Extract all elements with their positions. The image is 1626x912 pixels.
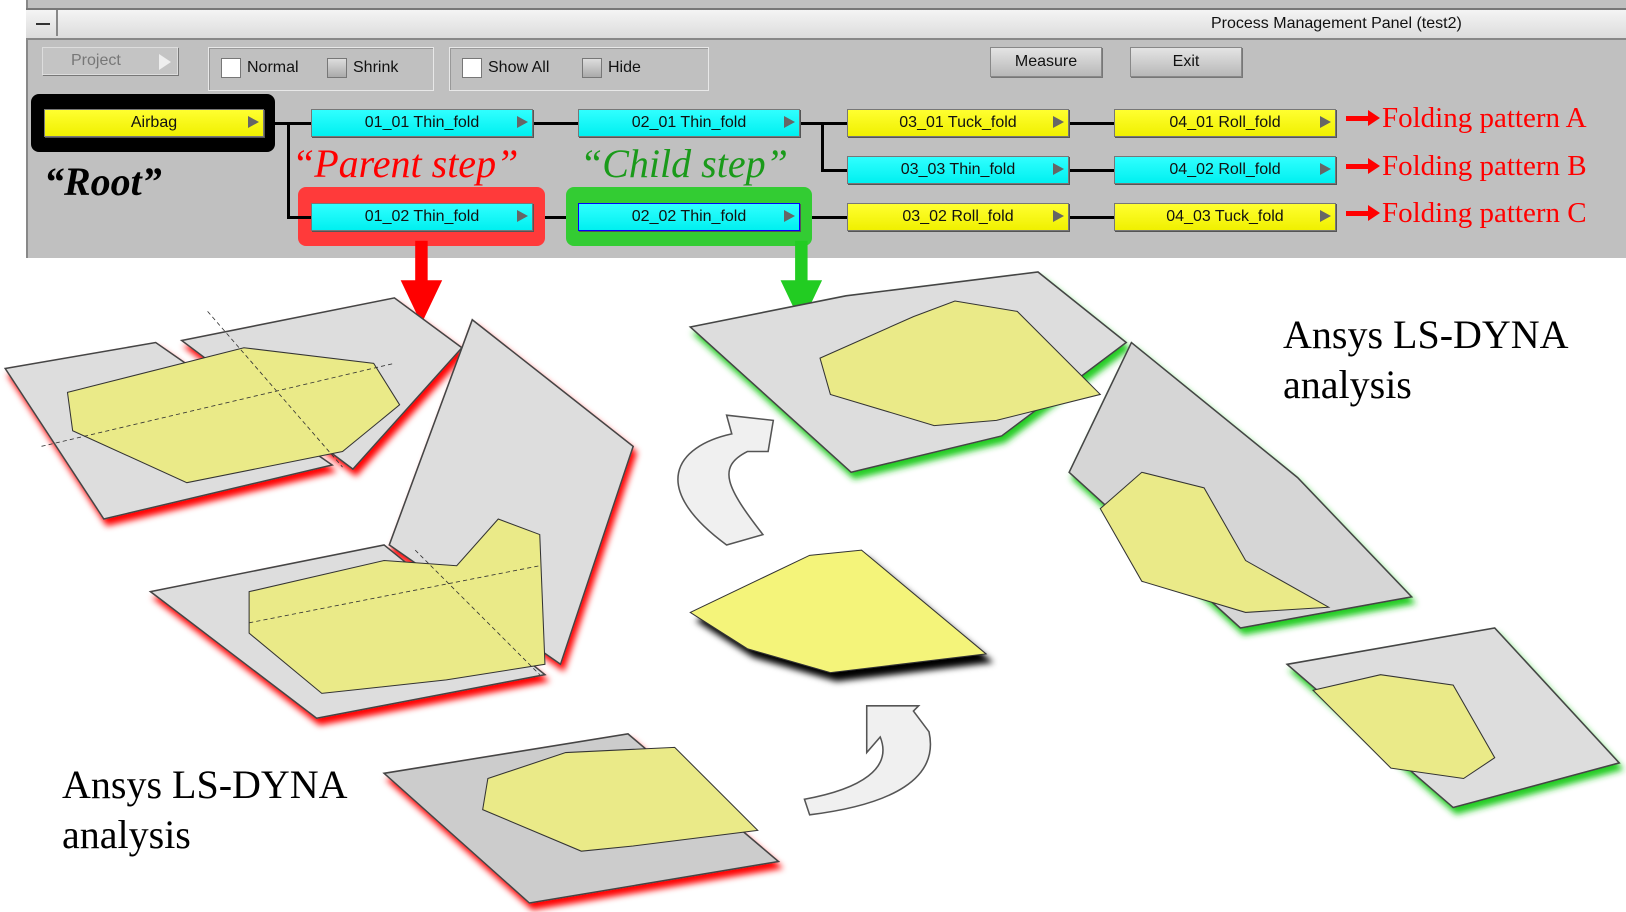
node-03-03[interactable]: 03_03 Thin_fold bbox=[847, 156, 1069, 184]
connector bbox=[1067, 169, 1114, 172]
normal-label: Normal bbox=[247, 59, 299, 76]
node-label: 03_02 Roll_fold bbox=[902, 208, 1014, 225]
root-annotation: “Root” bbox=[44, 159, 162, 204]
node-label: 02_02 Thin_fold bbox=[631, 208, 747, 225]
node-label: 01_02 Thin_fold bbox=[364, 208, 480, 225]
ansys-line: Ansys LS-DYNA bbox=[1283, 312, 1569, 357]
connector bbox=[812, 216, 847, 219]
parent-step-annotation: “Parent step” bbox=[292, 141, 519, 186]
ansys-line: analysis bbox=[62, 812, 191, 857]
node-03-01[interactable]: 03_01 Tuck_fold bbox=[847, 109, 1069, 137]
checkbox-icon bbox=[327, 58, 347, 78]
node-04-02[interactable]: 04_02 Roll_fold bbox=[1114, 156, 1336, 184]
ansys-line: analysis bbox=[1283, 362, 1412, 407]
connector bbox=[287, 216, 311, 219]
pattern-label: Folding pattern C bbox=[1382, 197, 1587, 229]
view-mode-group: Normal Shrink bbox=[208, 47, 434, 91]
node-label: 02_01 Thin_fold bbox=[631, 114, 747, 131]
arrow-right-icon bbox=[1346, 110, 1380, 126]
flag-icon[interactable] bbox=[1320, 163, 1331, 175]
connector bbox=[545, 216, 566, 219]
checkbox-icon bbox=[462, 58, 482, 78]
flag-icon[interactable] bbox=[1320, 116, 1331, 128]
project-label: Project bbox=[71, 52, 121, 69]
flag-icon[interactable] bbox=[517, 210, 528, 222]
hide-label: Hide bbox=[608, 59, 641, 76]
green-arrow-head bbox=[780, 280, 823, 324]
flag-icon[interactable] bbox=[1053, 116, 1064, 128]
connector bbox=[531, 122, 578, 125]
node-01-01[interactable]: 01_01 Thin_fold bbox=[311, 109, 533, 137]
project-button[interactable]: Project bbox=[42, 47, 178, 75]
flag-icon[interactable] bbox=[1320, 210, 1331, 222]
child-step-annotation: “Child step” bbox=[580, 141, 788, 186]
flag-icon[interactable] bbox=[248, 116, 259, 128]
ansys-label-right: Ansys LS-DYNA analysis bbox=[1283, 310, 1569, 410]
checkbox-icon bbox=[221, 58, 241, 78]
node-label: 03_03 Thin_fold bbox=[900, 161, 1016, 178]
ansys-line: Ansys LS-DYNA bbox=[62, 762, 348, 807]
normal-checkbox[interactable]: Normal bbox=[221, 58, 299, 78]
node-03-02[interactable]: 03_02 Roll_fold bbox=[847, 203, 1069, 231]
curved-arrow bbox=[677, 414, 775, 546]
flag-icon[interactable] bbox=[784, 210, 795, 222]
node-label: 04_01 Roll_fold bbox=[1169, 114, 1281, 131]
connector bbox=[821, 122, 824, 171]
node-label: 04_02 Roll_fold bbox=[1169, 161, 1281, 178]
arrow-right-icon bbox=[1346, 158, 1380, 174]
pattern-label: Folding pattern B bbox=[1382, 150, 1587, 182]
connector bbox=[1067, 216, 1114, 219]
node-label: 04_03 Tuck_fold bbox=[1166, 208, 1284, 225]
flag-icon[interactable] bbox=[1053, 210, 1064, 222]
folding-pattern-a: Folding pattern A bbox=[1346, 102, 1587, 135]
red-arrow-head bbox=[400, 280, 443, 324]
play-icon bbox=[159, 54, 171, 70]
ansys-label-left: Ansys LS-DYNA analysis bbox=[62, 760, 348, 860]
pattern-label: Folding pattern A bbox=[1382, 102, 1587, 134]
curved-arrow bbox=[803, 705, 932, 816]
shrink-label: Shrink bbox=[353, 59, 399, 76]
flag-icon[interactable] bbox=[517, 116, 528, 128]
node-04-03[interactable]: 04_03 Tuck_fold bbox=[1114, 203, 1336, 231]
hide-checkbox[interactable]: Hide bbox=[582, 58, 641, 78]
connector bbox=[287, 122, 290, 218]
show-all-label: Show All bbox=[488, 59, 550, 76]
connector bbox=[821, 169, 847, 172]
node-airbag[interactable]: Airbag bbox=[44, 109, 264, 137]
node-04-01[interactable]: 04_01 Roll_fold bbox=[1114, 109, 1336, 137]
flag-icon[interactable] bbox=[784, 116, 795, 128]
title-bar: Process Management Panel (test2) bbox=[26, 8, 1626, 40]
node-02-01[interactable]: 02_01 Thin_fold bbox=[578, 109, 800, 137]
node-02-02[interactable]: 02_02 Thin_fold bbox=[578, 203, 800, 231]
measure-button[interactable]: Measure bbox=[990, 47, 1102, 77]
connector bbox=[1067, 122, 1114, 125]
minimize-button[interactable] bbox=[30, 10, 58, 36]
checkbox-icon bbox=[582, 58, 602, 78]
exit-button[interactable]: Exit bbox=[1130, 47, 1242, 77]
visibility-group: Show All Hide bbox=[449, 47, 709, 91]
show-all-checkbox[interactable]: Show All bbox=[462, 58, 549, 78]
arrow-right-icon bbox=[1346, 205, 1380, 221]
folding-pattern-b: Folding pattern B bbox=[1346, 150, 1587, 183]
shrink-checkbox[interactable]: Shrink bbox=[327, 58, 398, 78]
folding-pattern-c: Folding pattern C bbox=[1346, 197, 1587, 230]
node-label: Airbag bbox=[130, 114, 178, 131]
node-label: 01_01 Thin_fold bbox=[364, 114, 480, 131]
flag-icon[interactable] bbox=[1053, 163, 1064, 175]
node-01-02[interactable]: 01_02 Thin_fold bbox=[311, 203, 533, 231]
node-label: 03_01 Tuck_fold bbox=[899, 114, 1017, 131]
window-title: Process Management Panel (test2) bbox=[1211, 15, 1462, 32]
